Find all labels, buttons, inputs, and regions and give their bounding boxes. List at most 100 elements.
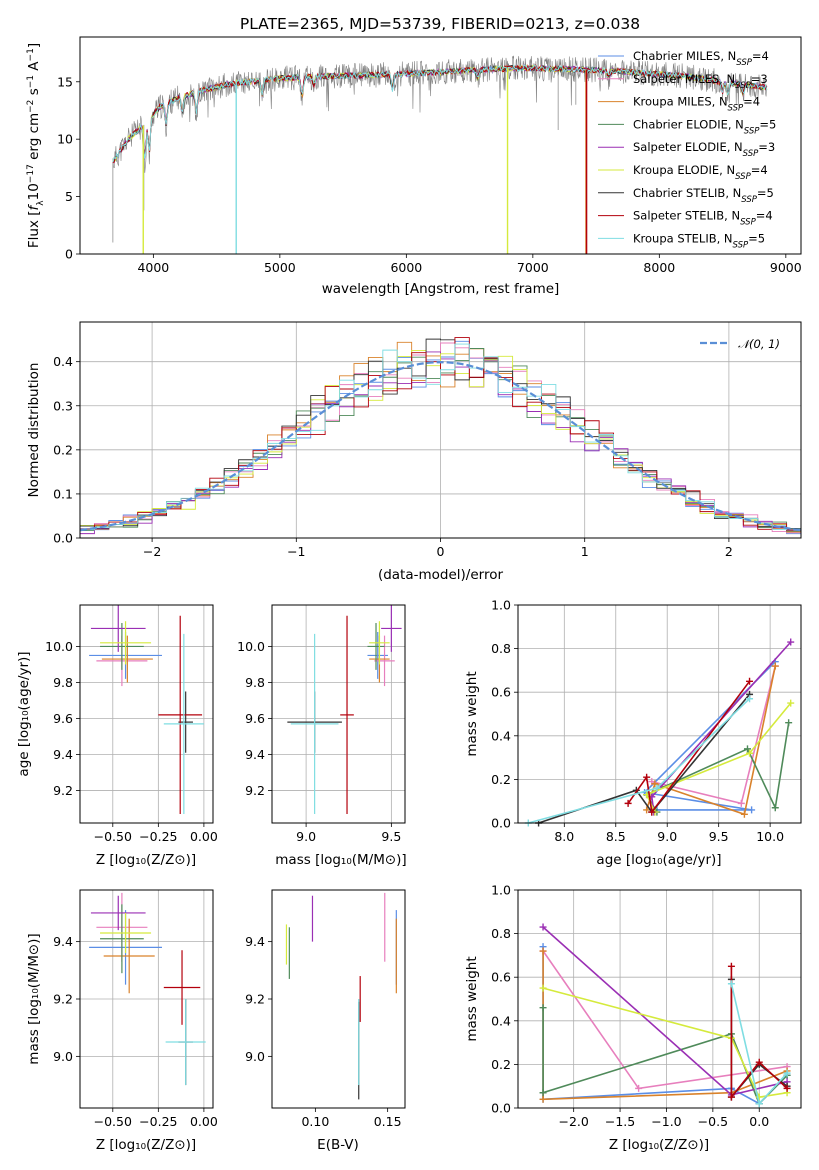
x-tick-label: 0: [437, 544, 445, 559]
data-point: [727, 1093, 735, 1101]
y-axis-label: age [log₁₀(age/yr)]: [16, 651, 32, 776]
residual-histograms: [80, 337, 801, 538]
y-tick-label: 9.4: [245, 747, 265, 762]
data-point: [740, 810, 748, 818]
y-tick-label: 9.2: [245, 783, 265, 798]
mass-metallicity-axes: −0.50 −0.25 0.00 9.0 9.2 9.4: [53, 890, 218, 1129]
y-tick-label: 15: [57, 74, 73, 89]
spectrum-axes: 4000 5000 6000 7000 8000 9000 0 5 10 15: [57, 74, 802, 275]
residuals-frame: [79, 321, 802, 539]
data-point: [746, 677, 754, 685]
y-tick-label: 0.2: [491, 1057, 511, 1072]
legend-label: Chabrier ELODIE, NSSP=5: [633, 117, 776, 136]
y-axis-label: mass weight: [464, 956, 480, 1041]
x-tick-label: 5000: [264, 260, 296, 275]
x-tick-label: −0.25: [139, 829, 177, 844]
x-tick-label: 4000: [137, 260, 169, 275]
y-axis-label: mass [log₁₀(M/M⊙)]: [26, 933, 42, 1064]
y-tick-label: 0.2: [491, 772, 511, 787]
y-tick-label: 0: [65, 247, 73, 262]
y-tick-label: 9.0: [53, 1049, 73, 1064]
error-bar-kroupa-miles: [103, 918, 155, 994]
spectrum-legend: Chabrier MILES, NSSP=4 Salpeter MILES, NS…: [598, 49, 776, 250]
x-tick-label: 6000: [390, 260, 422, 275]
mass-extinction-points: [285, 892, 397, 1100]
x-axis-label: wavelength [Angstrom, rest frame]: [322, 281, 560, 297]
spectrum-frame: [79, 36, 802, 255]
x-axis-label: Z [log₁₀(Z/Z⊙)]: [609, 1137, 709, 1153]
legend-label: Salpeter ELODIE, NSSP=3: [633, 140, 775, 159]
x-axis-label: Z [log₁₀(Z/Z⊙)]: [96, 852, 196, 868]
mass-weight-age-series: [524, 638, 795, 827]
legend-label: Chabrier MILES, NSSP=4: [633, 49, 769, 68]
mass-weight-age-frame: [517, 604, 802, 824]
legend-label: Kroupa ELODIE, NSSP=4: [633, 163, 768, 182]
x-tick-label: −0.50: [94, 1114, 132, 1129]
spectrum-lines: [112, 55, 768, 254]
data-point: [737, 799, 745, 807]
data-point: [539, 947, 547, 955]
y-tick-label: 9.6: [53, 711, 73, 726]
x-tick-label: −0.5: [698, 1114, 728, 1129]
series-kroupa-elodie: [539, 984, 791, 1101]
error-bar-salpeter-stelib: [340, 615, 354, 814]
x-axis-label: E(B-V): [317, 1137, 359, 1153]
y-tick-label: 0.2: [53, 442, 73, 457]
data-point: [635, 1084, 643, 1092]
y-tick-label: 9.6: [245, 711, 265, 726]
mass-metallicity-frame: [79, 889, 214, 1109]
x-tick-label: −1.0: [651, 1114, 681, 1129]
y-tick-label: 9.4: [53, 934, 73, 949]
y-tick-label: 9.2: [245, 992, 265, 1007]
y-tick-label: 0.6: [491, 970, 511, 985]
data-point: [771, 662, 779, 670]
error-bar-kroupa-stelib: [165, 999, 206, 1086]
y-tick-label: 1.0: [491, 598, 511, 613]
figure-title: PLATE=2365, MJD=53739, FIBERID=0213, z=0…: [240, 15, 640, 33]
mass-weight-metallicity-frame: [517, 889, 802, 1109]
x-tick-label: −1.5: [605, 1114, 635, 1129]
data-point: [783, 1084, 791, 1092]
age-mass-frame: [271, 604, 406, 824]
data-point: [648, 808, 656, 816]
data-point: [727, 962, 735, 970]
x-tick-label: 7000: [517, 260, 549, 275]
y-tick-label: 10.0: [45, 639, 73, 654]
data-point: [651, 780, 659, 788]
x-axis-label: Z [log₁₀(Z/Z⊙)]: [96, 1137, 196, 1153]
x-tick-label: 0.00: [190, 1114, 218, 1129]
x-tick-label: −1: [287, 544, 305, 559]
mass-weight-metallicity-series: [539, 923, 791, 1108]
mass-extinction-axes: 0.10 0.15 9.0 9.2 9.4: [245, 934, 401, 1129]
y-tick-label: 5: [65, 189, 73, 204]
data-point: [643, 773, 651, 781]
age-metallicity-axes: −0.50 −0.25 0.00 9.2 9.4 9.6 9.8 10.0: [45, 605, 218, 844]
x-tick-label: −0.25: [139, 1114, 177, 1129]
legend-label: Salpeter MILES, NSSP=3: [633, 72, 768, 91]
error-bar-kroupa-miles: [101, 635, 153, 683]
age-metallicity-frame: [79, 604, 214, 824]
data-point: [624, 799, 632, 807]
data-point: [771, 804, 779, 812]
y-tick-label: 0.8: [491, 926, 511, 941]
y-tick-label: 10.0: [237, 639, 265, 654]
mass-metallicity-points: [89, 892, 206, 1086]
data-point: [783, 1069, 791, 1077]
x-tick-label: 1: [581, 544, 589, 559]
error-bar-kroupa-stelib: [163, 633, 204, 814]
x-tick-label: 8000: [643, 260, 675, 275]
y-tick-label: 9.4: [245, 934, 265, 949]
data-point: [746, 749, 754, 757]
x-tick-label: 9.0: [657, 829, 677, 844]
series-salpeter-stelib: [727, 962, 791, 1101]
x-tick-label: 2: [725, 544, 733, 559]
x-tick-label: 0.0: [749, 1114, 769, 1129]
y-tick-label: 10: [57, 132, 73, 147]
x-tick-label: 8.0: [554, 829, 574, 844]
y-tick-label: 0.4: [53, 354, 73, 369]
y-tick-label: 0.4: [491, 1013, 511, 1028]
y-tick-label: 0.4: [491, 728, 511, 743]
series-kroupa-stelib: [727, 980, 791, 1108]
y-axis-label: Normed distribution: [26, 363, 42, 498]
y-tick-label: 1.0: [491, 883, 511, 898]
